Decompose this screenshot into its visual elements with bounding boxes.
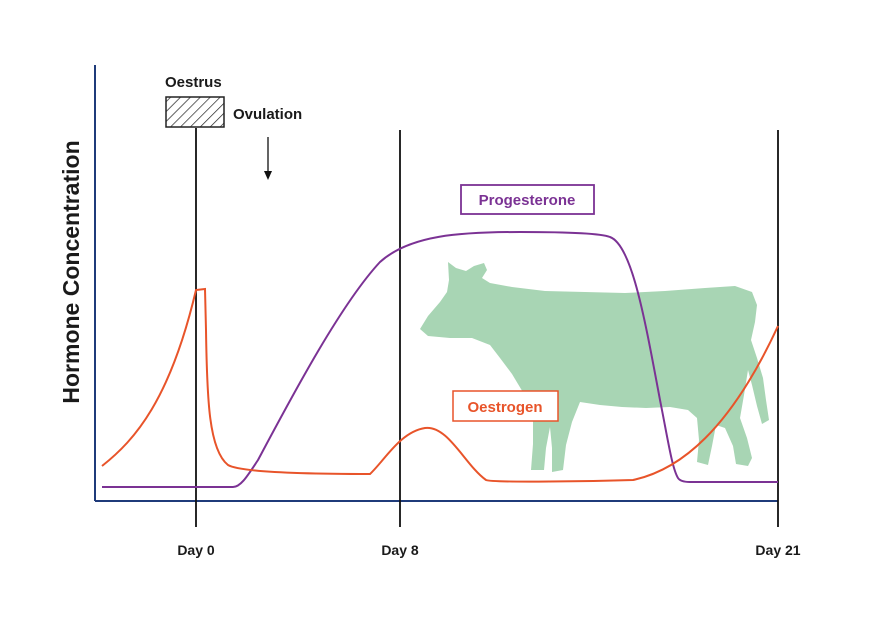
oestrus-hatched-box xyxy=(165,96,225,128)
oestrus-label: Oestrus xyxy=(165,74,222,91)
x-tick-day-8: Day 8 xyxy=(381,542,419,558)
oestrogen-curve xyxy=(101,287,779,483)
oestrogen-label-box xyxy=(452,390,559,422)
progesterone-label: Progesterone xyxy=(479,192,576,209)
oestrogen-label: Oestrogen xyxy=(467,399,542,416)
ovulation-label: Ovulation xyxy=(233,106,302,123)
x-tick-day-21: Day 21 xyxy=(755,542,800,558)
arrow-head-icon xyxy=(264,171,272,180)
x-tick-day-0: Day 0 xyxy=(177,542,215,558)
progesterone-curve xyxy=(102,230,778,488)
progesterone-label-box xyxy=(460,184,595,215)
cow-icon xyxy=(420,262,769,472)
y-axis-label: Hormone Concentration xyxy=(58,140,84,403)
